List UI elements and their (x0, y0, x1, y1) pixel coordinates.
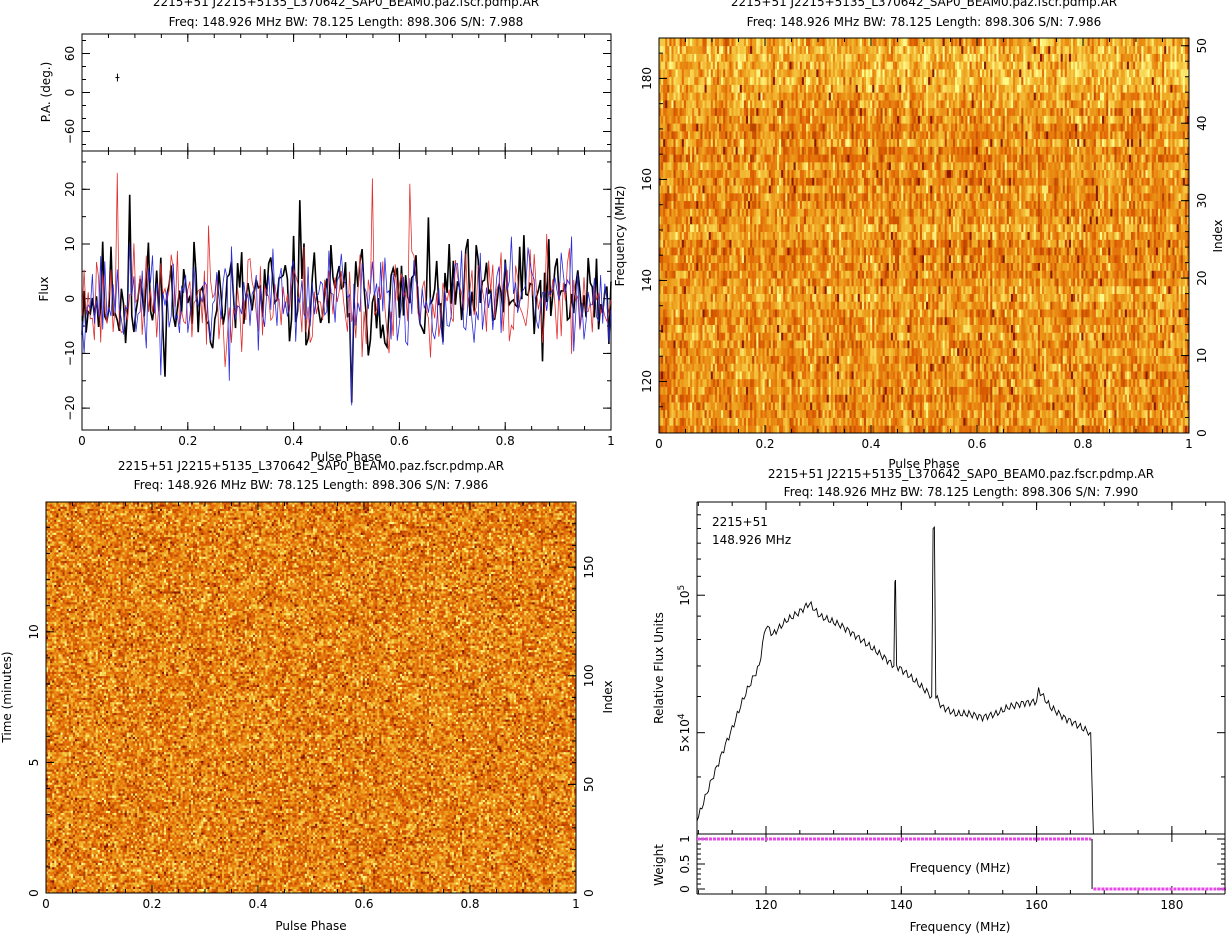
p1-title-1: 2215+51 J2215+5135_L370642_SAP0_BEAM0.pa… (153, 0, 539, 9)
p2-title-2: Freq: 148.926 MHz BW: 78.125 Length: 898… (747, 15, 1102, 29)
p2-title-1: 2215+51 J2215+5135_L370642_SAP0_BEAM0.pa… (731, 0, 1117, 9)
pa-ytick-label: −60 (63, 119, 77, 144)
profile-series-0 (82, 195, 611, 403)
flux-xtick-label: 0.6 (390, 434, 409, 448)
pa-ytick-label: 0 (63, 89, 77, 97)
pa-frame (82, 34, 611, 151)
flux-xtick-label: 0.8 (496, 434, 515, 448)
p1-flux-ylabel: Flux (37, 277, 51, 302)
flux-ytick-label: −20 (63, 395, 77, 420)
flux-xtick-label: 1 (607, 434, 615, 448)
p1-title-2: Freq: 148.926 MHz BW: 78.125 Length: 898… (169, 15, 524, 29)
flux-ytick-label: 10 (63, 236, 77, 251)
flux-ytick-label: 0 (63, 295, 77, 303)
panel-pol-profile: 2215+51 J2215+5135_L370642_SAP0_BEAM0.pa… (37, 0, 615, 464)
profile-plot: −20 −10 0 10 20 0 0.2 0.4 0.6 0.8 1 (63, 151, 615, 448)
flux-xtick-label: 0.2 (178, 434, 197, 448)
panel-phase-frequency: 2215+51 J2215+5135_L370642_SAP0_BEAM0.pa… (613, 0, 1225, 471)
pa-plot: 60 0 −60 (63, 34, 611, 151)
flux-xtick-label: 0 (78, 434, 86, 448)
flux-xtick-label: 0.4 (284, 434, 303, 448)
flux-ytick-label: 20 (63, 182, 77, 197)
p1-pa-ylabel: P.A. (deg.) (39, 62, 53, 123)
flux-ytick-label: −10 (63, 341, 77, 366)
pa-ytick-label: 60 (63, 46, 77, 61)
